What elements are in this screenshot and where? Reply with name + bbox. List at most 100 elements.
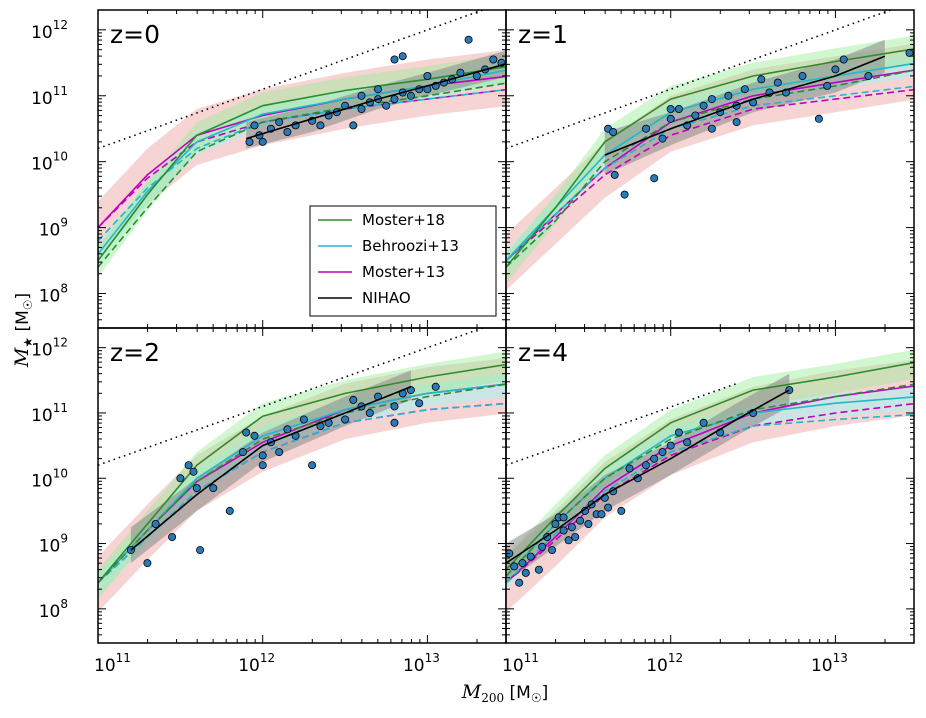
- data-point: [699, 418, 708, 427]
- data-point: [814, 114, 823, 123]
- y-tick-label: 1011: [31, 84, 68, 109]
- panel-label: z=1: [518, 20, 568, 49]
- data-point: [225, 506, 234, 515]
- panel-z1: z=1: [505, 9, 915, 329]
- tick-base: 10: [39, 602, 61, 622]
- ylabel-sub: ★: [21, 337, 35, 348]
- moster18-solid-line: [98, 363, 506, 584]
- data-point: [406, 91, 415, 100]
- tick-base: 10: [39, 221, 61, 241]
- tick-exponent: 8: [60, 597, 68, 611]
- moster13-band: [506, 43, 914, 291]
- data-point: [666, 441, 675, 450]
- data-point: [151, 520, 160, 529]
- data-point: [283, 127, 292, 136]
- data-point: [316, 121, 325, 130]
- one-to-one-line: [98, 10, 485, 150]
- data-point: [674, 428, 683, 437]
- legend-label-moster13: Moster+13: [362, 263, 445, 281]
- data-point: [839, 55, 848, 64]
- y-tick-label: 1011: [31, 401, 68, 426]
- moster13-band: [98, 357, 506, 613]
- x-tick-label: 1012: [238, 651, 275, 676]
- data-point: [168, 533, 177, 542]
- tick-exponent: 13: [833, 651, 848, 665]
- plot-area: [506, 349, 914, 613]
- data-point: [538, 542, 547, 551]
- data-point: [308, 461, 317, 470]
- tick-exponent: 10: [53, 150, 68, 164]
- tick-base: 10: [31, 471, 53, 491]
- y-tick-label: 1010: [31, 150, 68, 175]
- data-point: [242, 428, 251, 437]
- data-point: [559, 526, 568, 535]
- one-to-one-line: [506, 382, 737, 466]
- tick-base: 10: [238, 656, 260, 676]
- one-to-one-line: [506, 10, 893, 150]
- data-point: [864, 72, 873, 81]
- data-point: [515, 578, 524, 587]
- data-point: [464, 35, 473, 44]
- behroozi13-dashed-line: [506, 413, 914, 584]
- data-point: [365, 408, 374, 417]
- plot-area: [98, 328, 506, 613]
- data-point: [250, 121, 259, 130]
- tick-base: 10: [403, 656, 425, 676]
- tick-base: 10: [811, 656, 833, 676]
- nihao-line: [506, 389, 790, 564]
- plot-area: [506, 10, 914, 291]
- data-point: [559, 513, 568, 522]
- data-point: [604, 503, 613, 512]
- moster13-dashed-line: [506, 402, 914, 584]
- tick-base: 10: [31, 89, 53, 109]
- x-tick-label: 1011: [502, 651, 539, 676]
- moster18-dashed-line: [98, 383, 506, 584]
- x-tick-label: 1013: [811, 651, 848, 676]
- data-point: [390, 418, 399, 427]
- moster18-solid-line: [506, 48, 914, 268]
- data-point: [258, 451, 267, 460]
- data-point: [658, 134, 667, 143]
- y-tick-label: 1012: [31, 336, 68, 361]
- data-point: [674, 105, 683, 114]
- x-tick-label: 1012: [646, 651, 683, 676]
- tick-exponent: 9: [60, 216, 68, 230]
- tick-exponent: 11: [53, 84, 68, 98]
- data-point: [526, 552, 535, 561]
- tick-exponent: 12: [53, 336, 68, 350]
- data-point: [283, 425, 292, 434]
- data-point: [798, 72, 807, 81]
- data-point: [431, 382, 440, 391]
- tick-base: 10: [502, 656, 524, 676]
- data-point: [196, 546, 205, 555]
- data-point: [299, 415, 308, 424]
- tick-exponent: 11: [116, 651, 131, 665]
- data-point: [382, 101, 391, 110]
- one-to-one-line: [98, 328, 485, 466]
- tick-base: 10: [39, 537, 61, 557]
- data-point: [610, 170, 619, 179]
- nihao-line: [604, 55, 886, 156]
- data-point: [398, 52, 407, 61]
- data-point: [625, 464, 634, 473]
- data-point: [245, 137, 254, 146]
- data-point: [510, 562, 519, 571]
- tick-base: 10: [39, 287, 61, 307]
- tick-base: 10: [31, 155, 53, 175]
- data-point: [551, 520, 560, 529]
- data-point: [707, 124, 716, 133]
- data-point: [785, 386, 794, 395]
- tick-base: 10: [31, 23, 53, 43]
- y-axis-label: M★ [M☉]: [11, 293, 35, 368]
- data-point: [341, 415, 350, 424]
- data-point: [905, 48, 914, 57]
- legend: Moster+18 Behroozi+13 Moster+13 NIHAO: [309, 205, 497, 317]
- ylabel-close: ]: [13, 293, 33, 300]
- tick-base: 10: [31, 406, 53, 426]
- y-tick-label: 108: [39, 597, 68, 622]
- data-point: [258, 461, 267, 470]
- data-point: [757, 75, 766, 84]
- x-tick-label: 1013: [403, 651, 440, 676]
- data-point: [823, 81, 832, 90]
